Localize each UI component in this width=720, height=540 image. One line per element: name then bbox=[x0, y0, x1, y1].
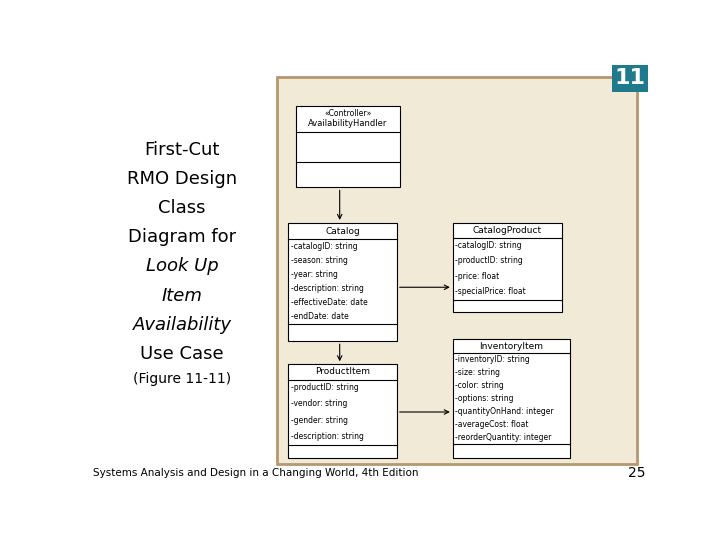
Text: -season: string: -season: string bbox=[291, 256, 348, 265]
Text: Item: Item bbox=[161, 287, 202, 305]
Text: -size: string: -size: string bbox=[456, 368, 500, 377]
Text: Systems Analysis and Design in a Changing World, 4th Edition: Systems Analysis and Design in a Changin… bbox=[93, 468, 418, 478]
Text: -specialPrice: float: -specialPrice: float bbox=[456, 287, 526, 296]
Text: RMO Design: RMO Design bbox=[127, 170, 237, 188]
Bar bbox=[288, 364, 397, 458]
Text: -endDate: date: -endDate: date bbox=[291, 312, 348, 321]
Text: -price: float: -price: float bbox=[456, 272, 500, 281]
Text: -vendor: string: -vendor: string bbox=[291, 400, 347, 408]
Text: -quantityOnHand: integer: -quantityOnHand: integer bbox=[456, 407, 554, 416]
Text: -catalogID: string: -catalogID: string bbox=[291, 242, 358, 251]
Text: -effectiveDate: date: -effectiveDate: date bbox=[291, 298, 368, 307]
Text: -color: string: -color: string bbox=[456, 381, 504, 390]
Text: -reorderQuantity: integer: -reorderQuantity: integer bbox=[456, 433, 552, 442]
Text: -gender: string: -gender: string bbox=[291, 416, 348, 425]
FancyBboxPatch shape bbox=[277, 77, 637, 464]
Text: -catalogID: string: -catalogID: string bbox=[456, 241, 522, 250]
Text: -year: string: -year: string bbox=[291, 270, 338, 279]
Text: Use Case: Use Case bbox=[140, 345, 224, 363]
Text: 11: 11 bbox=[614, 69, 645, 89]
Text: ProductItem: ProductItem bbox=[315, 367, 370, 376]
Bar bbox=[297, 106, 400, 187]
Text: -averageCost: float: -averageCost: float bbox=[456, 420, 529, 429]
Text: Class: Class bbox=[158, 199, 206, 217]
Text: (Figure 11-11): (Figure 11-11) bbox=[133, 372, 231, 386]
Text: AvailabilityHandler: AvailabilityHandler bbox=[308, 119, 388, 129]
Text: Catalog: Catalog bbox=[325, 227, 360, 235]
FancyBboxPatch shape bbox=[612, 65, 648, 92]
Text: -options: string: -options: string bbox=[456, 394, 514, 403]
Text: First-Cut: First-Cut bbox=[145, 141, 220, 159]
Bar bbox=[453, 223, 562, 312]
Text: CatalogProduct: CatalogProduct bbox=[472, 226, 541, 235]
Text: -description: string: -description: string bbox=[291, 284, 364, 293]
Text: -productID: string: -productID: string bbox=[456, 256, 523, 265]
Bar bbox=[288, 223, 397, 341]
Text: -description: string: -description: string bbox=[291, 432, 364, 441]
Text: Diagram for: Diagram for bbox=[128, 228, 236, 246]
Text: «Controller»: «Controller» bbox=[325, 109, 372, 118]
Text: -inventoryID: string: -inventoryID: string bbox=[456, 355, 530, 364]
Text: 25: 25 bbox=[628, 466, 645, 480]
Text: Look Up: Look Up bbox=[145, 258, 218, 275]
Text: Availability: Availability bbox=[132, 316, 232, 334]
Bar bbox=[453, 339, 570, 458]
Text: InventoryItem: InventoryItem bbox=[480, 342, 544, 351]
Text: -productID: string: -productID: string bbox=[291, 383, 359, 392]
